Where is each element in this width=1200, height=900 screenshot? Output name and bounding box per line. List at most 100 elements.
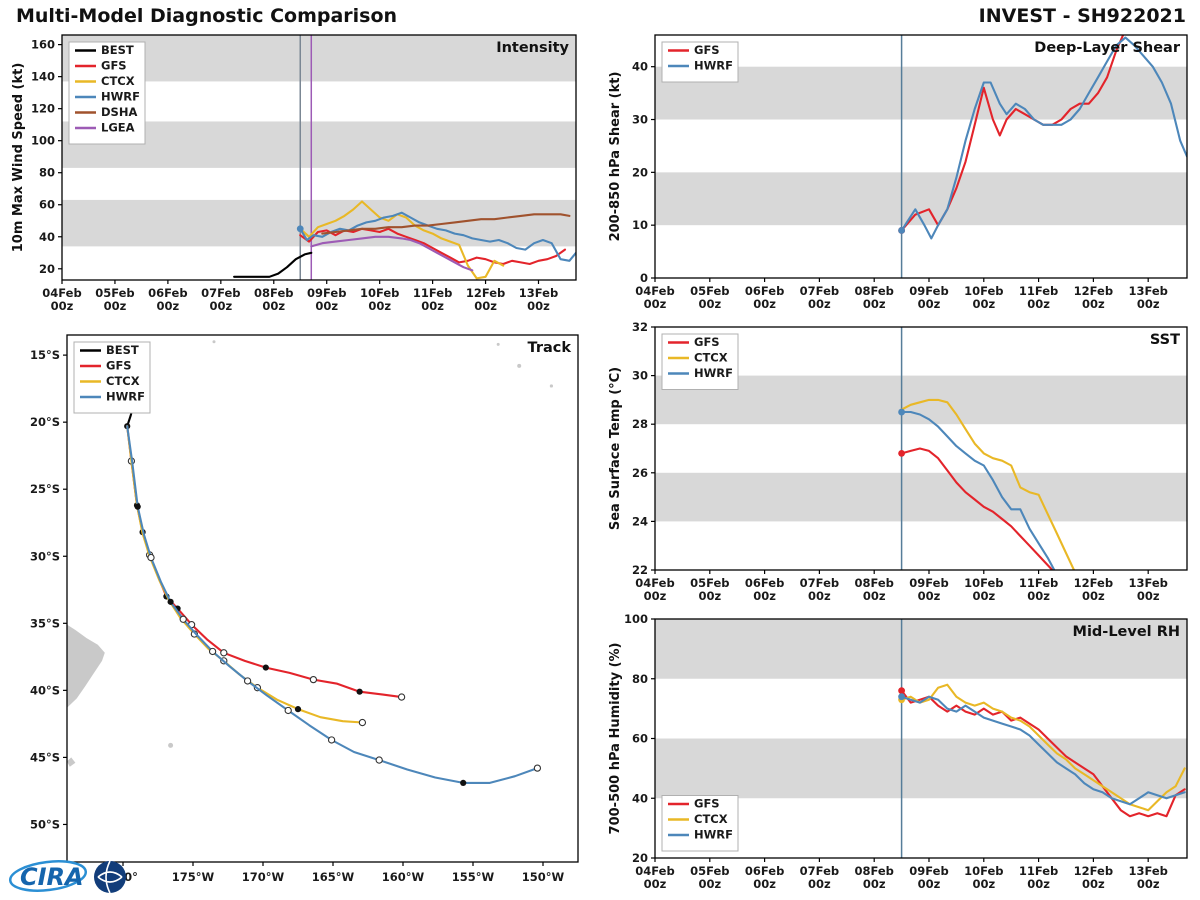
series-start-dot xyxy=(898,687,905,695)
y-tick-label: 30 xyxy=(632,369,648,383)
shaded-band xyxy=(62,121,576,168)
legend-label: DSHA xyxy=(101,105,137,119)
x-tick-label: 165°W xyxy=(312,870,355,884)
x-tick-label: 10Feb 00z xyxy=(964,864,1003,891)
series-start-dot xyxy=(898,408,905,416)
shaded-band xyxy=(62,35,576,82)
y-tick-label: 32 xyxy=(632,320,648,334)
y-tick-label: 0 xyxy=(640,271,648,285)
track-fix-filled xyxy=(460,779,467,786)
legend-label: CTCX xyxy=(106,374,140,388)
x-tick-label: 13Feb 00z xyxy=(519,286,558,313)
x-tick-label: 170°W xyxy=(242,870,285,884)
panel-title-shear: Deep-Layer Shear xyxy=(1034,40,1181,56)
x-tick-label: 13Feb 00z xyxy=(1128,576,1167,603)
y-tick-label: 80 xyxy=(39,166,55,180)
island xyxy=(517,363,522,368)
series-DSHA xyxy=(321,213,571,235)
y-tick-label: 100 xyxy=(624,612,648,626)
x-tick-label: 06Feb 00z xyxy=(148,286,187,313)
storm-id-title: INVEST - SH922021 xyxy=(978,5,1186,27)
track-fix-open xyxy=(243,677,252,685)
y-tick-label: 100 xyxy=(31,134,55,148)
x-tick-label: 08Feb 00z xyxy=(854,284,893,311)
y-tick-label: 60 xyxy=(39,198,55,212)
y-tick-label: 80 xyxy=(632,672,648,686)
x-tick-label: 11Feb 00z xyxy=(1019,864,1058,891)
y-tick-label: 26 xyxy=(632,466,648,480)
plot-border xyxy=(654,326,1188,571)
track-fix-filled xyxy=(134,503,141,510)
y-tick-label: 50°S xyxy=(30,817,60,831)
series-start-dot xyxy=(898,693,905,701)
y-axis-label: 700-500 hPa Humidity (%) xyxy=(608,643,623,835)
island xyxy=(496,342,500,346)
panel-title-track: Track xyxy=(528,340,572,356)
x-tick-label: 160°W xyxy=(382,870,425,884)
track-fix-open xyxy=(375,756,383,764)
track-fix-filled xyxy=(294,706,302,713)
legend-box xyxy=(73,341,151,414)
x-tick-label: 09Feb 00z xyxy=(909,864,948,891)
panel-title-sst: SST xyxy=(1150,332,1180,348)
legend-label: HWRF xyxy=(694,59,733,73)
x-tick-label: 08Feb 00z xyxy=(854,576,893,603)
shaded-band xyxy=(62,199,576,247)
y-tick-label: 40°S xyxy=(30,683,60,697)
cira-logo-swoosh xyxy=(8,860,88,892)
x-tick-label: 05Feb 00z xyxy=(690,576,729,603)
x-tick-label: 09Feb 00z xyxy=(909,284,948,311)
mid-level-rh-chart: 20 40 60 80 100 04Feb 00z 05Feb 00z 06Feb 00z 07Feb… xyxy=(608,612,1188,891)
track-fix-open xyxy=(220,649,228,657)
x-tick-label: 07Feb 00z xyxy=(800,284,839,311)
x-tick-label: 06Feb 00z xyxy=(745,864,784,891)
legend-label: CTCX xyxy=(101,74,135,88)
x-tick-label: 04Feb 00z xyxy=(635,284,674,311)
shaded-band xyxy=(655,472,1187,522)
legend-label: HWRF xyxy=(101,90,140,104)
x-tick-label: 175°W xyxy=(172,870,215,884)
y-tick-label: 20°S xyxy=(30,415,60,429)
x-tick-label: 12Feb 00z xyxy=(466,286,505,313)
x-tick-label: 11Feb 00z xyxy=(1019,576,1058,603)
track-fix-open xyxy=(147,553,155,562)
track-fix-open xyxy=(284,706,292,715)
x-tick-label: 05Feb 00z xyxy=(95,286,134,313)
x-tick-label: 05Feb 00z xyxy=(690,284,729,311)
island xyxy=(168,742,174,748)
page-title: Multi-Model Diagnostic Comparison xyxy=(16,5,398,27)
y-tick-label: 30°S xyxy=(30,549,60,563)
series-CTCX xyxy=(900,398,1076,570)
series-GFS xyxy=(126,425,403,699)
landmass xyxy=(67,624,105,708)
x-tick-label: 08Feb 00z xyxy=(254,286,293,313)
y-tick-label: 160 xyxy=(31,38,55,52)
series-HWRF xyxy=(900,410,1056,570)
track-fix-filled xyxy=(356,688,363,695)
track-fix-open xyxy=(179,615,187,623)
y-tick-label: 140 xyxy=(31,70,55,84)
y-tick-label: 20 xyxy=(632,165,648,179)
deep-layer-shear-chart: 0 10 20 30 40 04Feb 00z 05Feb 00z 06Feb 00z 07Feb 00… xyxy=(608,34,1188,311)
island xyxy=(212,340,216,344)
y-axis-label: 10m Max Wind Speed (kt) xyxy=(11,63,26,253)
y-tick-label: 24 xyxy=(632,514,648,528)
x-tick-label: 04Feb 00z xyxy=(42,286,81,313)
y-tick-label: 40 xyxy=(632,791,648,805)
legend-label: GFS xyxy=(694,43,720,57)
legend-label: CTCX xyxy=(694,812,728,826)
track-fix-open xyxy=(208,647,217,656)
x-tick-label: 06Feb 00z xyxy=(745,284,784,311)
x-tick-label: 12Feb 00z xyxy=(1074,284,1113,311)
x-tick-label: 07Feb 00z xyxy=(201,286,240,313)
legend-label: GFS xyxy=(106,359,132,373)
legend-label: GFS xyxy=(694,797,720,811)
y-tick-label: 40 xyxy=(39,230,55,244)
x-tick-label: 10Feb 00z xyxy=(360,286,399,313)
x-tick-label: 10Feb 00z xyxy=(964,284,1003,311)
x-tick-label: 155°W xyxy=(452,870,495,884)
x-tick-label: 150°W xyxy=(522,870,565,884)
plot-border xyxy=(61,34,577,281)
series-start-dot xyxy=(898,449,905,457)
track-map-chart: 15°S20°S25°S30°S35°S40°S45°S50°S180°175°… xyxy=(30,334,579,884)
